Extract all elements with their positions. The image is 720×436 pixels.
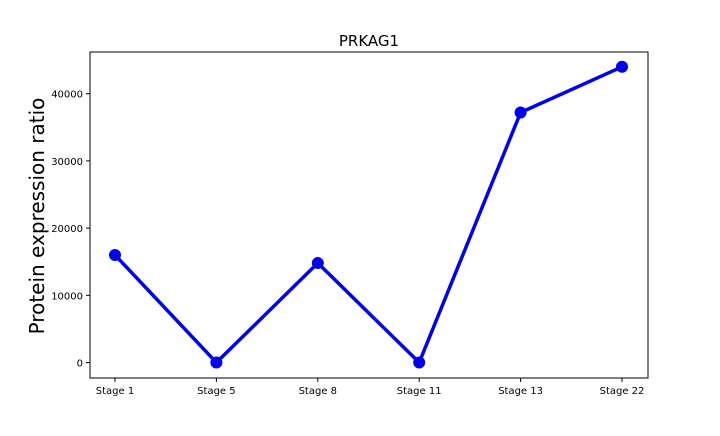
data-point bbox=[413, 356, 426, 369]
data-point bbox=[616, 60, 628, 73]
x-tick-label: Stage 13 bbox=[498, 386, 543, 397]
x-tick-label: Stage 8 bbox=[299, 386, 337, 397]
data-point bbox=[514, 106, 527, 119]
y-tick-label: 30000 bbox=[51, 157, 83, 168]
y-tick-label: 10000 bbox=[51, 291, 83, 302]
series-line bbox=[113, 65, 623, 365]
data-point bbox=[210, 356, 223, 369]
y-tick-label: 0 bbox=[77, 359, 83, 370]
data-point bbox=[109, 248, 121, 261]
data-point bbox=[311, 257, 324, 270]
y-tick-label: 40000 bbox=[51, 90, 83, 101]
x-tick-label: Stage 11 bbox=[397, 386, 442, 397]
plot-frame bbox=[89, 51, 649, 379]
plot-area: 0 10000 20000 30000 40000 Stage 1 Stage 5 Stage… bbox=[51, 51, 649, 397]
x-tick-label: Stage 1 bbox=[96, 386, 134, 397]
chart-title: PRKAG1 bbox=[339, 32, 399, 50]
x-tick-label: Stage 22 bbox=[600, 386, 645, 397]
y-axis-label: Protein expression ratio bbox=[25, 98, 49, 335]
y-tick-label: 20000 bbox=[51, 224, 83, 235]
x-tick-label: Stage 5 bbox=[197, 386, 235, 397]
